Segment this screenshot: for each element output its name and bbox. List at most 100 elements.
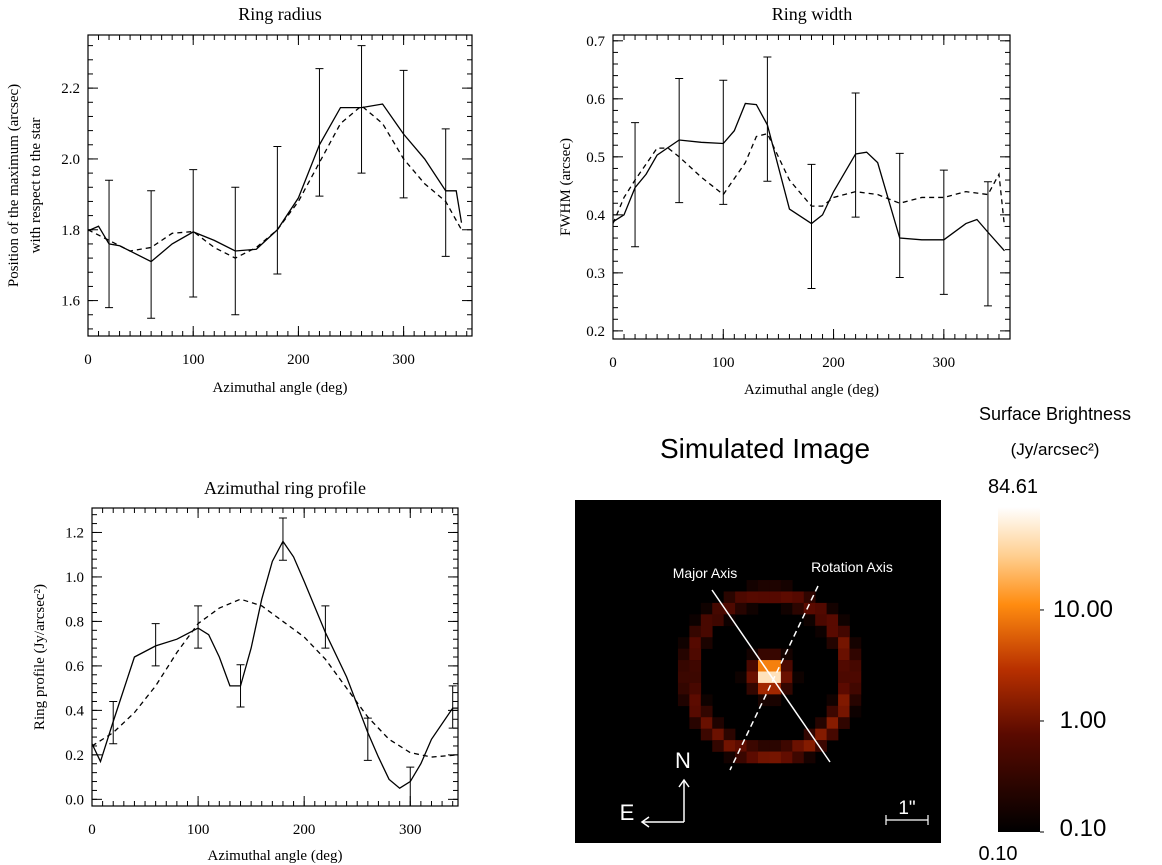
north-arrow-head: [678, 778, 690, 788]
pixel: [780, 751, 793, 764]
pixel: [803, 602, 816, 615]
pixel: [746, 682, 759, 695]
pixel: [769, 648, 782, 661]
pixel: [700, 625, 713, 638]
x-axis-label: Azimuthal angle (deg): [213, 380, 348, 396]
pixel: [769, 740, 782, 752]
error-bar: [399, 69, 408, 199]
pixel: [700, 728, 713, 741]
pixel: [780, 602, 793, 615]
chart-panel: Ring width Azimuthal angle (deg) FWHM (arc…: [558, 4, 1011, 398]
chart-title: Ring width: [772, 4, 853, 24]
image-panel: Simulated Image Major Axis Rotation Axis…: [575, 404, 1131, 865]
pixel: [712, 740, 724, 752]
pixel: [700, 717, 713, 729]
error-bar: [194, 605, 203, 649]
pixel: [826, 694, 839, 707]
pixel: [677, 682, 690, 695]
pixel: [689, 637, 702, 649]
pixel: [689, 614, 702, 627]
pixel: [815, 625, 827, 638]
pixel: [746, 660, 759, 672]
y-tick-label: 1.0: [65, 570, 84, 586]
pixel: [735, 740, 747, 752]
pixel: [826, 625, 839, 638]
y-tick-label: 0.2: [586, 324, 605, 340]
x-tick-label: 0: [84, 352, 92, 368]
error-bar: [321, 605, 330, 649]
pixel: [758, 740, 770, 752]
scale-label: 1": [898, 798, 915, 819]
scale-bar: [885, 815, 929, 825]
pixel: [700, 637, 713, 649]
error-bar: [231, 186, 240, 316]
pixel: [780, 580, 793, 592]
error-bar: [273, 146, 282, 275]
error-bar: [315, 68, 324, 197]
north-label: N: [675, 748, 691, 773]
plot-frame: [91, 507, 459, 807]
pixel: [792, 602, 805, 615]
y-tick-label: 0.6: [65, 659, 84, 675]
dashed-line: [92, 598, 458, 758]
y-tick-label: 0.5: [586, 150, 605, 166]
x-tick-label: 0: [88, 822, 96, 838]
x-tick-label: 100: [187, 822, 210, 838]
x-tick-label: 300: [392, 352, 415, 368]
chart-panel: Ring radius Azimuthal angle (deg) Position…: [6, 4, 473, 396]
x-axis-label: Azimuthal angle (deg): [744, 382, 879, 398]
y-axis-label: Ring profile (Jy/arcsec²): [32, 584, 48, 730]
y-tick-label: 0.8: [65, 614, 84, 630]
pixel: [746, 580, 759, 592]
pixel: [677, 648, 690, 661]
solid-line: [88, 103, 463, 263]
dashed-line: [613, 132, 1006, 227]
pixel: [746, 648, 759, 661]
error-bar: [763, 56, 772, 182]
pixel: [838, 648, 850, 661]
east-label: E: [620, 800, 635, 825]
colorbar-unit: (Jy/arcsec²): [1011, 440, 1100, 459]
pixel: [746, 751, 759, 764]
pixel: [838, 660, 850, 672]
pixel: [712, 602, 724, 615]
colorbar-tick-label: 1.00: [1060, 707, 1107, 734]
pixel: [769, 682, 782, 695]
error-bar: [406, 766, 415, 806]
pixel: [758, 751, 770, 764]
pixel: [769, 591, 782, 604]
pixel: [792, 591, 805, 604]
pixel: [815, 602, 827, 615]
chart-title: Ring radius: [238, 4, 322, 24]
major-axis-label: Major Axis: [673, 565, 738, 581]
pixel: [723, 614, 736, 627]
pixel: [849, 637, 862, 649]
pixel: [735, 671, 747, 684]
pixel: [758, 694, 770, 707]
pixel: [677, 660, 690, 672]
pixel: [849, 705, 862, 718]
colorbar-min-label: 0.10: [979, 843, 1018, 865]
pixel: [849, 694, 862, 707]
pixel: [826, 728, 839, 741]
pixel: [689, 660, 702, 672]
major-axis-line: [711, 589, 831, 763]
pixel: [758, 648, 770, 661]
x-axis-label: Azimuthal angle (deg): [208, 848, 343, 864]
pixel: [849, 648, 862, 661]
error-bar: [851, 92, 860, 218]
error-bar: [807, 163, 816, 290]
pixel: [758, 580, 770, 592]
pixel: [769, 580, 782, 592]
pixel: [700, 602, 713, 615]
error-bar: [631, 122, 640, 248]
pixel: [689, 648, 702, 661]
colorbar-title: Surface Brightness: [979, 404, 1131, 424]
error-bar: [278, 517, 287, 561]
y-tick-label: 0.7: [586, 34, 605, 50]
pixel: [700, 705, 713, 718]
pixel: [803, 591, 816, 604]
dashed-line: [88, 104, 463, 259]
pixel: [677, 671, 690, 684]
